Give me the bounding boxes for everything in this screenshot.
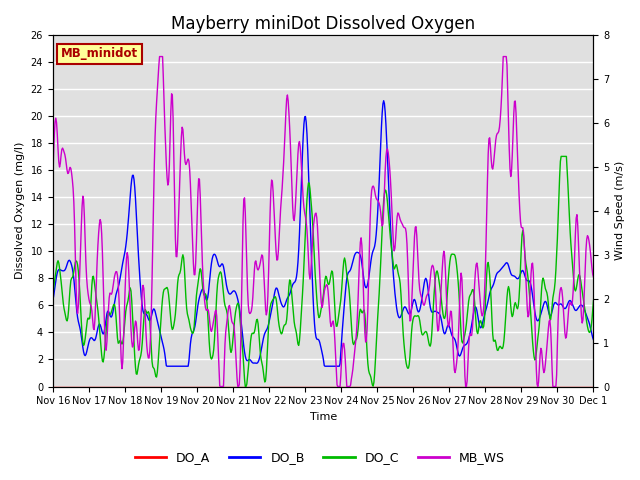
Legend: DO_A, DO_B, DO_C, MB_WS: DO_A, DO_B, DO_C, MB_WS [130,446,510,469]
Line: DO_C: DO_C [52,156,593,386]
DO_A [169,384,177,389]
DO_C [390,264,397,269]
DO_C [405,361,413,367]
MB_WS [390,248,398,254]
DO_C [241,384,249,389]
MB_WS [589,274,597,280]
MB_WS [49,180,56,186]
DO_B [589,337,597,343]
MB_WS [216,384,224,389]
DO_B [115,285,122,290]
DO_B [49,298,56,303]
DO_C [198,274,205,279]
DO_A [389,384,397,389]
DO_A [198,384,205,389]
DO_B [59,268,67,274]
DO_B [198,286,206,292]
DO_C [59,294,67,300]
DO_A [59,384,67,389]
MB_WS [406,318,414,324]
Line: MB_WS: MB_WS [52,57,593,386]
DO_B [390,282,398,288]
MB_WS [156,54,163,60]
Y-axis label: Wind Speed (m/s): Wind Speed (m/s) [615,161,625,260]
DO_B [380,98,387,104]
DO_B [163,363,171,369]
MB_WS [115,281,122,287]
MB_WS [198,262,206,267]
DO_C [49,295,56,300]
MB_WS [59,145,67,151]
DO_A [49,384,56,389]
DO_C [169,325,177,331]
Title: Mayberry miniDot Dissolved Oxygen: Mayberry miniDot Dissolved Oxygen [171,15,475,33]
DO_C [115,340,122,346]
DO_C [557,154,565,159]
Text: MB_minidot: MB_minidot [61,48,138,60]
DO_A [589,384,597,389]
Line: DO_B: DO_B [52,101,593,366]
Y-axis label: Dissolved Oxygen (mg/l): Dissolved Oxygen (mg/l) [15,142,25,279]
DO_C [589,298,597,303]
DO_A [115,384,122,389]
DO_A [404,384,412,389]
DO_B [406,311,414,317]
DO_B [170,363,178,369]
MB_WS [170,155,178,160]
X-axis label: Time: Time [310,412,337,422]
